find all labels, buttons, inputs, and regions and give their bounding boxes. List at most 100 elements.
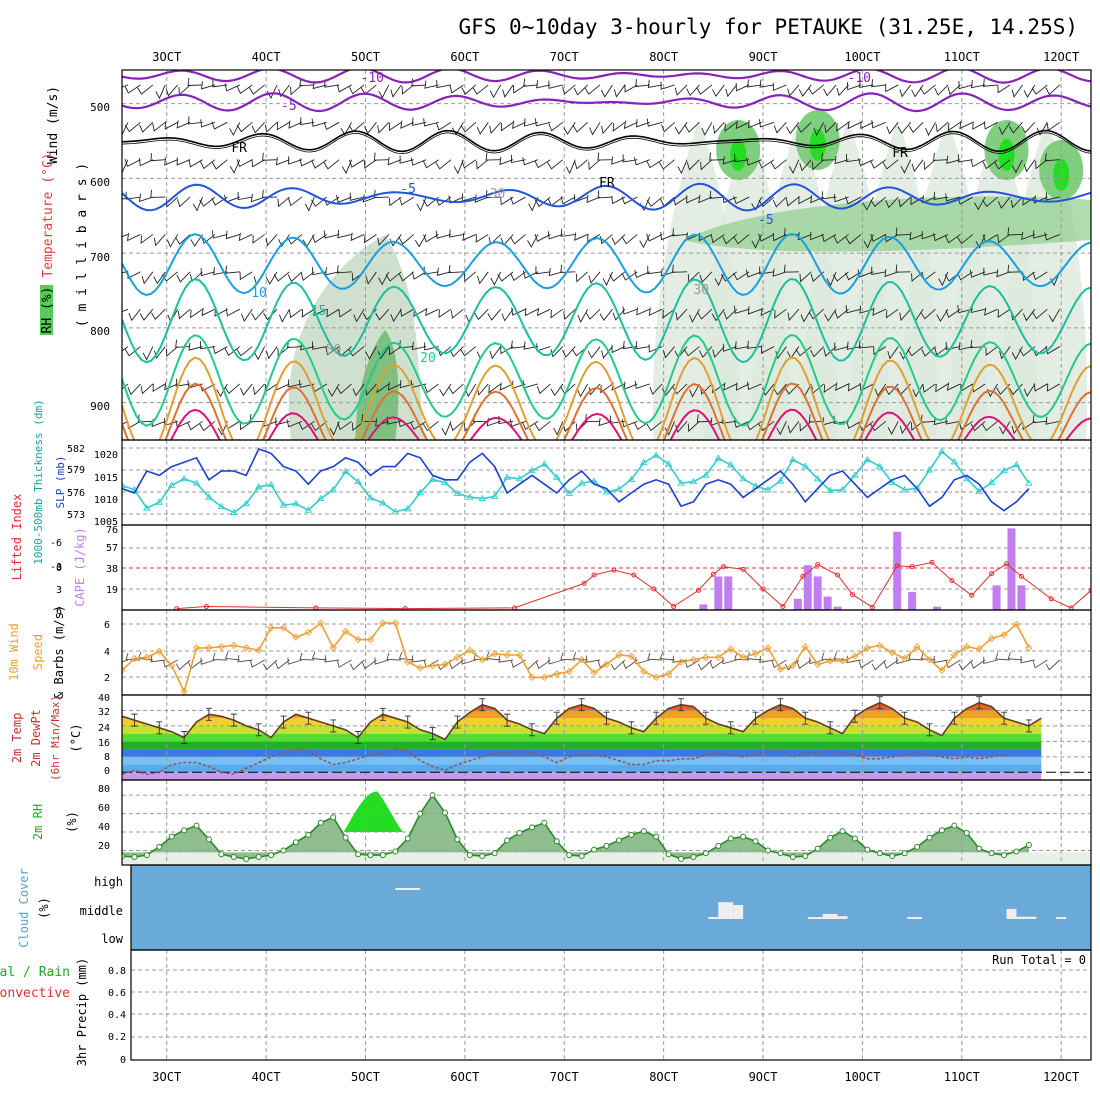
cape-bar xyxy=(1017,585,1026,610)
wind-barb xyxy=(845,305,862,314)
y-tick: 32 xyxy=(98,707,110,718)
wind-barb xyxy=(647,652,663,661)
precip-units-label: 3hr Precip (mm) xyxy=(75,958,89,1066)
wind-barb xyxy=(600,84,613,98)
wind-barb xyxy=(164,382,178,391)
rh-point xyxy=(404,835,411,842)
wind-barb xyxy=(808,308,824,320)
wind-barb xyxy=(522,157,539,166)
wind-barb xyxy=(997,234,1011,244)
wind-barb xyxy=(122,82,129,91)
wind-barb xyxy=(1046,383,1060,392)
wind-barb xyxy=(675,421,688,433)
rh-point xyxy=(379,852,386,859)
wind-barb xyxy=(278,234,290,248)
wind-barb xyxy=(945,341,961,351)
wind-barb xyxy=(920,308,936,320)
wind-barb xyxy=(982,78,998,87)
rh-point xyxy=(827,834,834,841)
wind-barb xyxy=(796,659,812,669)
wind-speed-point xyxy=(341,627,350,635)
temperature-axis-label: Temperature (°C) xyxy=(41,152,56,277)
rh-point xyxy=(193,822,200,829)
x-tick-label: 7OCT xyxy=(550,1070,579,1084)
wind-barb xyxy=(411,655,427,663)
minmax-bar xyxy=(330,719,337,733)
wind-barb xyxy=(423,234,439,243)
slp-labels: 582 579 576 573 1020 1015 1010 1005 1000… xyxy=(32,399,118,565)
wind-speed-point xyxy=(602,660,611,669)
wind-barb xyxy=(574,232,588,241)
cloud-level-label: middle xyxy=(80,904,123,918)
wind-barb xyxy=(435,159,452,170)
wind-speed-point xyxy=(913,643,921,651)
wind-barb xyxy=(500,196,514,206)
y-tick: 6 xyxy=(56,606,62,617)
minmax-bar xyxy=(131,713,138,727)
wind-speed-point xyxy=(354,635,362,644)
wind-barb xyxy=(660,81,675,90)
wind-barb xyxy=(836,84,849,97)
contour-label: -10 xyxy=(848,71,871,86)
thickness-line-point xyxy=(689,477,698,485)
wind-barb xyxy=(277,196,290,208)
wind-barb xyxy=(846,154,862,163)
upper-air-panel: -10 -10 -5 FR FR FR -5 -5 10 15 20 30 30 50 xyxy=(122,70,1091,440)
wind-barb xyxy=(784,659,800,671)
wind-speed-point xyxy=(404,658,412,666)
wind-barb xyxy=(821,152,837,161)
minmax-bar xyxy=(429,727,436,741)
thickness-line-point xyxy=(851,471,859,478)
y-tick: 0 xyxy=(104,766,110,777)
wind-barb xyxy=(336,194,352,203)
x-axis-top: 3OCT 4OCT 5OCT 6OCT 7OCT 8OCT 9OCT 10OCT 11OCT 12… xyxy=(152,50,1079,64)
wind-barb xyxy=(349,659,365,671)
wind-barb xyxy=(385,271,402,282)
wind-barb xyxy=(290,84,303,96)
wind-speed-point xyxy=(615,651,623,659)
wind-barb xyxy=(758,196,775,208)
wind-barb xyxy=(812,159,824,171)
wind-barb xyxy=(846,655,862,664)
wind-barb xyxy=(1007,652,1023,661)
chart-title: GFS 0~10day 3-hourly for PETAUKE (31.25E… xyxy=(458,15,1078,39)
wind-barb xyxy=(323,230,340,239)
wind-barb xyxy=(337,230,352,239)
wind-barb xyxy=(858,340,874,349)
rh-point xyxy=(131,853,138,860)
wind-barb xyxy=(489,122,502,135)
wind-barb xyxy=(697,659,713,671)
wind-barb xyxy=(311,652,327,661)
wind-speed-point xyxy=(230,641,238,650)
li-point xyxy=(969,592,975,598)
wind-barb xyxy=(422,420,439,432)
wind-barb xyxy=(312,234,328,244)
wind-barb xyxy=(251,159,265,168)
wind-barb xyxy=(870,420,887,432)
wind-barb xyxy=(464,420,477,432)
wind-barb xyxy=(190,234,203,247)
wind-barb xyxy=(808,414,824,423)
rh-point xyxy=(578,853,585,860)
temp-band xyxy=(122,702,1042,703)
wind-barb xyxy=(424,383,439,394)
wind-barb xyxy=(500,345,514,355)
rh-point xyxy=(926,834,933,841)
contour-label: FR xyxy=(231,141,247,156)
wind-barb xyxy=(461,84,477,95)
thickness-line-point xyxy=(540,460,549,467)
rh-shade xyxy=(998,139,1015,171)
wind-barb xyxy=(983,267,998,276)
wind-barb xyxy=(920,652,936,661)
wind-barb xyxy=(982,196,998,208)
thickness-line-point xyxy=(267,480,275,488)
wind-barb xyxy=(236,121,253,133)
wind-barb xyxy=(945,308,961,318)
wind-barb xyxy=(535,659,551,670)
wind-barb xyxy=(236,159,253,168)
wind-barb xyxy=(745,269,762,278)
rh-point xyxy=(802,853,809,860)
wind-barb xyxy=(224,346,241,357)
thickness-line-point xyxy=(590,477,598,484)
wind-barb xyxy=(747,306,762,315)
